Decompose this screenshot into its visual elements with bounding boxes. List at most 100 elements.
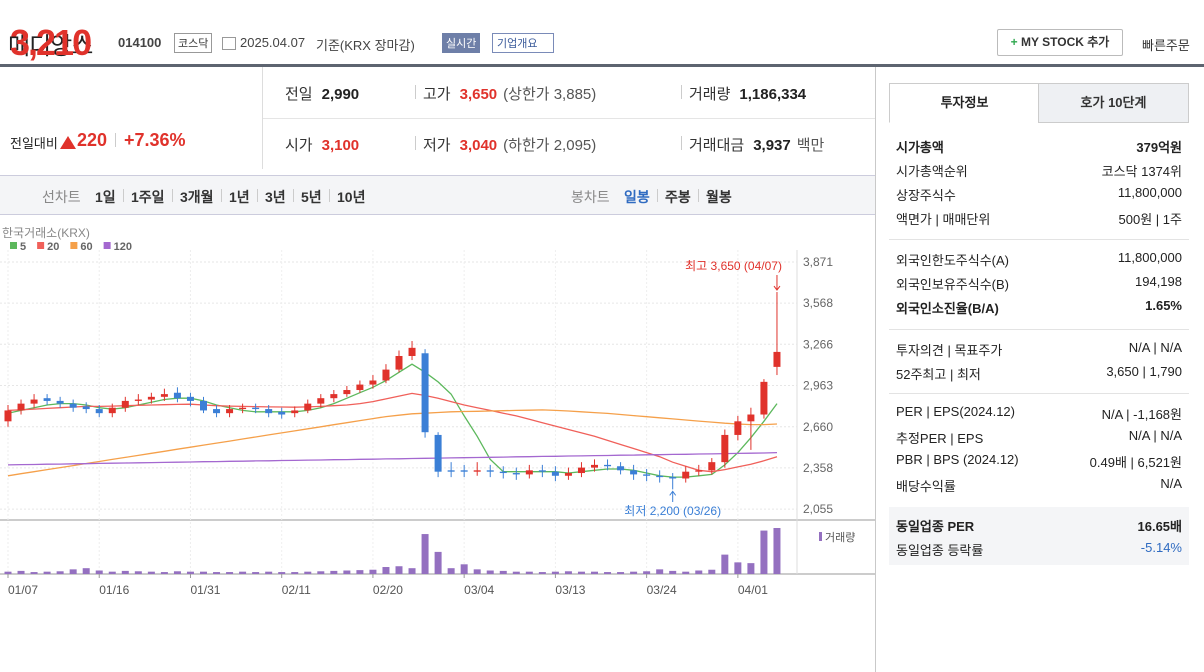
info-value: N/A xyxy=(1160,476,1182,491)
info-row: 동일업종 등락률 -5.14% xyxy=(896,540,1182,560)
period-bar: 선차트 1일 1주일 3개월 1년 3년 5년 10년 봉차트 일봉 주봉 월봉 xyxy=(0,175,875,215)
candle-body xyxy=(773,351,781,367)
volume-bar xyxy=(434,551,442,574)
up-icon xyxy=(60,136,76,149)
y-tick-label: 2,358 xyxy=(803,461,833,475)
volume-bar xyxy=(121,570,129,574)
candle-body xyxy=(538,470,546,472)
volume-bar xyxy=(630,571,638,574)
x-tick-label: 03/24 xyxy=(647,583,677,597)
period-tab[interactable]: 월봉 xyxy=(706,189,732,205)
basis: 기준(KRX 장마감) xyxy=(316,38,415,53)
volume-bar xyxy=(56,571,64,574)
period-group-label: 봉차트 xyxy=(571,189,610,205)
period-tab[interactable]: 3년 xyxy=(265,189,286,205)
info-label: 상장주식수 xyxy=(896,188,956,203)
info-value: N/A | N/A xyxy=(1128,340,1182,355)
volume-bar xyxy=(17,570,25,574)
period-tab[interactable]: 주봉 xyxy=(665,189,691,205)
info-value: 3,650 | 1,790 xyxy=(1106,364,1182,379)
volume-bar xyxy=(278,572,286,574)
info-label: 시가총액순위 xyxy=(896,164,968,179)
info-value: 16.65배 xyxy=(1137,519,1183,534)
period-tab[interactable]: 3개월 xyxy=(180,189,214,205)
info-label: 외국인소진율(B/A) xyxy=(896,301,999,316)
separator xyxy=(698,189,699,202)
header-bar xyxy=(0,64,1204,67)
moving-average xyxy=(7,409,778,477)
plus-icon: + xyxy=(1010,35,1021,49)
volume-bar xyxy=(317,571,325,574)
quote-label: 고가 xyxy=(423,86,451,103)
legend-swatch xyxy=(70,242,78,249)
quote-label: 전일 xyxy=(285,86,313,103)
realtime-button[interactable]: 실시간 xyxy=(442,33,481,53)
panel-tab[interactable]: 호가 10단계 xyxy=(1038,83,1189,123)
volume-bar xyxy=(408,568,416,574)
info-row: 동일업종 PER 16.65배 xyxy=(896,516,1182,536)
my-stock-button[interactable]: + MY STOCK 추가 xyxy=(997,29,1123,56)
volume-bar xyxy=(173,571,181,574)
period-tab[interactable]: 1주일 xyxy=(131,189,165,205)
volume-bar xyxy=(773,528,781,574)
candle-body xyxy=(369,380,377,385)
volume-bar xyxy=(734,562,742,574)
candle-body xyxy=(604,464,612,467)
volume-legend-swatch xyxy=(819,532,822,541)
candle-body xyxy=(682,471,690,479)
period-tab[interactable]: 1일 xyxy=(95,189,116,205)
quote-cell: 저가 3,040 (하한가 2,095) xyxy=(423,134,596,155)
candle-body xyxy=(291,410,299,414)
candle-body xyxy=(278,411,286,415)
period-tab[interactable]: 10년 xyxy=(337,189,366,205)
legend-label: 120 xyxy=(114,241,132,253)
volume-bar xyxy=(721,554,729,574)
x-tick-label: 01/16 xyxy=(99,583,129,597)
volume-bar xyxy=(682,571,690,574)
quote-value: 3,937 xyxy=(753,137,791,154)
invest-panel: 투자정보 호가 10단계 시가총액 379억원 시가총액순위 코스닥 1374위 상장주식수… xyxy=(889,83,1189,573)
volume-bar xyxy=(499,570,507,574)
quote-note: (하한가 2,095) xyxy=(503,137,597,154)
candle-body xyxy=(95,409,103,414)
volume-bar xyxy=(382,567,390,574)
period-tab[interactable]: 5년 xyxy=(301,189,322,205)
period-tab[interactable]: 일봉 xyxy=(624,189,650,205)
candle-body xyxy=(108,407,116,414)
volume-bar xyxy=(395,566,403,574)
quote-cell: 거래대금 3,937 백만 xyxy=(689,134,824,155)
quote-label: 거래량 xyxy=(689,86,731,103)
info-label: PBR | BPS (2024.12) xyxy=(896,452,1019,467)
volume-bar xyxy=(134,571,142,574)
candle-body xyxy=(317,398,325,404)
x-tick-label: 01/31 xyxy=(190,583,220,597)
y-tick-label: 2,055 xyxy=(803,502,833,516)
volume-bar xyxy=(695,570,703,574)
info-value: 0.49배 | 6,521원 xyxy=(1089,455,1182,470)
info-label: 액면가 | 매매단위 xyxy=(896,212,991,227)
info-row: 외국인한도주식수(A) 11,800,000 xyxy=(896,250,1182,270)
legend-swatch xyxy=(103,242,111,249)
company-info-dropdown[interactable]: 기업개요 xyxy=(492,33,555,53)
volume-bar xyxy=(617,572,625,574)
candle-body xyxy=(239,407,247,410)
moving-average xyxy=(7,363,778,478)
candle-body xyxy=(421,353,429,433)
x-tick-label: 01/07 xyxy=(8,583,38,597)
candle-body xyxy=(173,392,181,399)
section-bg xyxy=(889,507,1189,565)
info-label: 시가총액 xyxy=(896,140,944,155)
volume-bar xyxy=(43,571,51,574)
info-label: 외국인보유주식수(B) xyxy=(896,277,1010,292)
candle-body xyxy=(213,409,221,414)
panel-tab[interactable]: 투자정보 xyxy=(889,83,1040,123)
period-tab[interactable]: 1년 xyxy=(229,189,250,205)
volume-bar xyxy=(108,571,116,574)
separator xyxy=(681,136,682,150)
quick-order[interactable]: 빠른주문 xyxy=(1142,38,1190,53)
section-line xyxy=(889,329,1189,330)
info-label: 동일업종 등락률 xyxy=(896,543,984,558)
market-badge: 코스닥 xyxy=(174,33,213,53)
info-row: 52주최고 | 최저 3,650 | 1,790 xyxy=(896,364,1182,384)
